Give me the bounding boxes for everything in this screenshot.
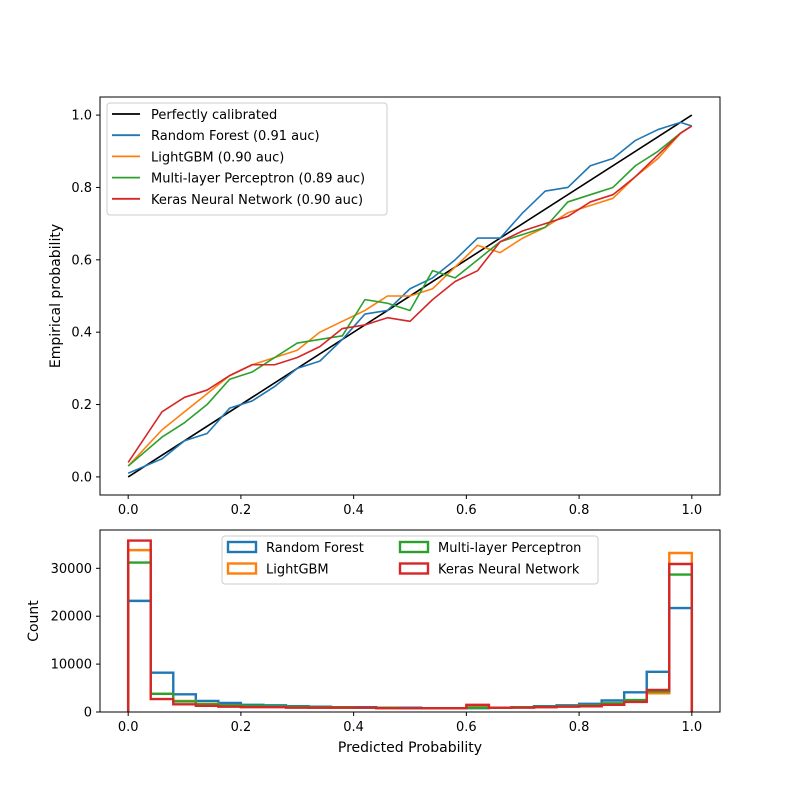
legend-label-lightgbm: LightGBM (0.90 auc) [151, 150, 284, 165]
histogram-legend: Random Forest LightGBM Multi-layer Percept… [221, 535, 599, 585]
histogram-y-axis: 0 10000 20000 30000 [51, 562, 100, 721]
calibration-x-tick-label: 0.6 [456, 503, 477, 518]
histogram-y-tick-label: 0 [84, 706, 92, 721]
calibration-y-tick-label: 1.0 [71, 109, 92, 124]
histogram-plot-frame [99, 529, 721, 713]
histogram-x-tick-label: 0.8 [569, 720, 590, 735]
calibration-line-multi-layer-perceptron [127, 125, 693, 467]
calibration-plot-frame [99, 96, 721, 496]
calibration-x-tick-label: 0.0 [118, 503, 139, 518]
legend-label-random-forest: Random Forest (0.91 auc) [151, 129, 320, 144]
calibration-line-random-forest [127, 121, 693, 475]
histogram-x-tick-label: 0.4 [343, 720, 364, 735]
calibration-legend-box [106, 102, 388, 216]
calibration-series-group [127, 114, 693, 478]
histogram-plot: 0.0 0.2 0.4 0.6 0.8 1.0 0 10000 20000 30000 Pred… [26, 529, 721, 756]
hist-legend-swatch-multi-layer-perceptron [398, 540, 430, 554]
legend-label-multi-layer-perceptron: Multi-layer Perceptron (0.89 auc) [151, 172, 365, 187]
calibration-y-tick-label: 0.4 [71, 326, 92, 341]
calibration-y-tick-label: 0.6 [71, 253, 92, 268]
calibration-x-tick-label: 0.8 [569, 503, 590, 518]
histogram-x-axis: 0.0 0.2 0.4 0.6 0.8 1.0 [118, 712, 702, 735]
calibration-y-axis-label: Empirical probability [48, 224, 64, 368]
histogram-step-keras-neural-network [126, 539, 694, 712]
calibration-x-tick-label: 1.0 [681, 503, 702, 518]
histogram-y-tick-label: 20000 [51, 610, 92, 625]
hist-legend-label-keras-neural-network: Keras Neural Network [438, 563, 580, 578]
calibration-legend: Perfectly calibrated Random Forest (0.91 … [106, 102, 388, 216]
calibration-line-keras-neural-network [127, 125, 693, 463]
hist-legend-swatch-keras-neural-network [398, 562, 430, 575]
histogram-series-group [126, 539, 694, 712]
calibration-x-tick-label: 0.2 [231, 503, 252, 518]
histogram-y-axis-label: Count [26, 600, 42, 642]
calibration-y-axis: 0.0 0.2 0.4 0.6 0.8 1.0 [71, 109, 100, 485]
calibration-y-tick-label: 0.0 [71, 470, 92, 485]
hist-legend-swatch-random-forest [226, 540, 258, 554]
legend-label-keras-neural-network: Keras Neural Network (0.90 auc) [151, 193, 363, 208]
histogram-x-tick-label: 0.0 [118, 720, 139, 735]
hist-legend-label-lightgbm: LightGBM [266, 563, 329, 578]
histogram-x-tick-label: 0.2 [231, 720, 252, 735]
histogram-x-axis-label: Predicted Probability [338, 740, 482, 756]
legend-label-perfectly-calibrated: Perfectly calibrated [151, 108, 277, 123]
calibration-x-tick-label: 0.4 [343, 503, 364, 518]
hist-legend-swatch-lightgbm [226, 562, 258, 575]
calibration-x-axis: 0.0 0.2 0.4 0.6 0.8 1.0 [118, 495, 702, 518]
calibration-y-tick-label: 0.2 [71, 398, 92, 413]
calibration-plot: 0.0 0.2 0.4 0.6 0.8 1.0 0.0 0.2 0.4 0.6 0.8 1.0 Em… [48, 96, 721, 518]
histogram-x-tick-label: 1.0 [681, 720, 702, 735]
calibration-y-tick-label: 0.8 [71, 181, 92, 196]
histogram-y-tick-label: 30000 [51, 562, 92, 577]
histogram-y-tick-label: 10000 [51, 658, 92, 673]
histogram-legend-box [221, 535, 599, 585]
hist-legend-label-multi-layer-perceptron: Multi-layer Perceptron [438, 541, 581, 556]
histogram-x-tick-label: 0.6 [456, 720, 477, 735]
hist-legend-label-random-forest: Random Forest [266, 541, 364, 556]
